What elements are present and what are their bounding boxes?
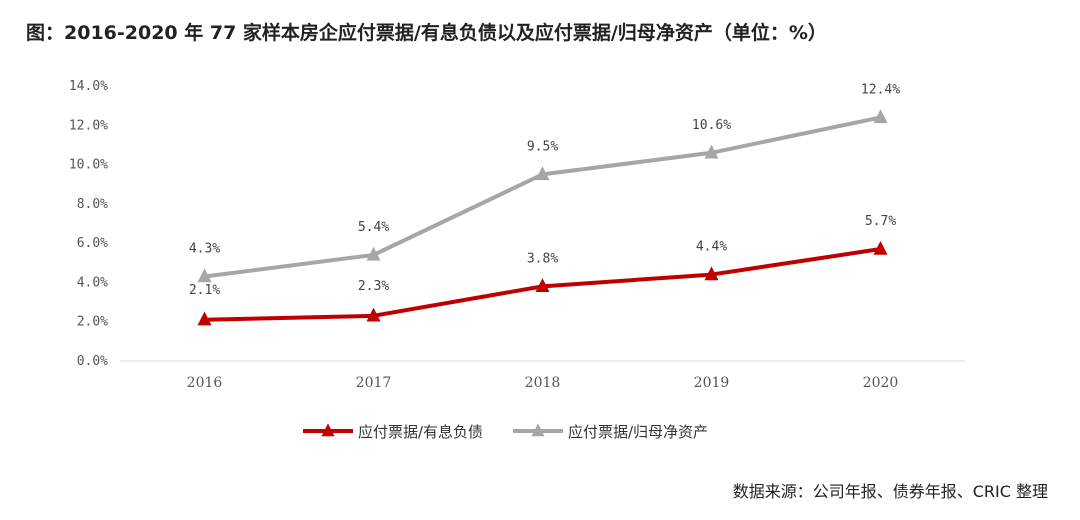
x-tick-label: 2017 [356, 375, 392, 391]
data-label: 9.5% [527, 139, 558, 154]
y-tick-label: 8.0% [77, 197, 108, 212]
x-tick-label: 2020 [863, 375, 899, 391]
data-label: 10.6% [692, 118, 731, 133]
data-point-marker [366, 246, 381, 261]
data-point-marker [366, 307, 381, 322]
legend-swatch-marker [321, 423, 335, 437]
data-label: 5.7% [865, 214, 896, 229]
data-label: 4.4% [696, 240, 727, 255]
data-point-marker [704, 144, 719, 159]
y-tick-label: 0.0% [77, 354, 108, 369]
x-tick-label: 2019 [694, 375, 730, 391]
y-tick-label: 10.0% [69, 158, 108, 173]
y-tick-label: 4.0% [77, 275, 108, 290]
legend-swatch-marker [531, 423, 545, 437]
data-point-marker [535, 166, 550, 181]
data-label: 2.3% [358, 279, 389, 294]
legend-entry: 应付票据/归母净资产 [568, 423, 708, 441]
chart-title: 图：2016-2020 年 77 家样本房企应付票据/有息负债以及应付票据/归母… [26, 22, 827, 44]
legend: 应付票据/有息负债 应付票据/归母净资产 [303, 423, 708, 441]
data-point-marker [704, 266, 719, 281]
data-label: 4.3% [189, 242, 220, 257]
y-tick-label: 6.0% [77, 236, 108, 251]
data-labels: 2.1% 2.3% 3.8% 4.4% 5.7% 4.3% 5.4% 9.5% 10.6% 12.… [189, 82, 900, 297]
data-point-marker [873, 240, 888, 255]
data-point-marker [873, 109, 888, 124]
data-label: 12.4% [861, 82, 900, 97]
y-tick-label: 12.0% [69, 118, 108, 133]
line-chart: 0.0% 2.0% 4.0% 6.0% 8.0% 10.0% 12.0% 14.0% 2016 2… [69, 79, 965, 441]
x-tick-label: 2016 [187, 375, 223, 391]
y-tick-label: 14.0% [69, 79, 108, 94]
source-note: 数据来源：公司年报、债券年报、CRIC 整理 [732, 482, 1048, 501]
legend-entry: 应付票据/有息负债 [358, 423, 483, 441]
x-tick-label: 2018 [525, 375, 561, 391]
data-label: 2.1% [189, 283, 220, 298]
data-point-marker [535, 278, 550, 293]
chart-axes: 0.0% 2.0% 4.0% 6.0% 8.0% 10.0% 12.0% 14.0% 2016 2… [69, 79, 965, 391]
data-point-marker [197, 268, 212, 283]
data-label: 3.8% [527, 251, 558, 266]
y-tick-label: 2.0% [77, 315, 108, 330]
series-layer [197, 109, 888, 326]
data-label: 5.4% [358, 220, 389, 235]
data-point-marker [197, 311, 212, 326]
